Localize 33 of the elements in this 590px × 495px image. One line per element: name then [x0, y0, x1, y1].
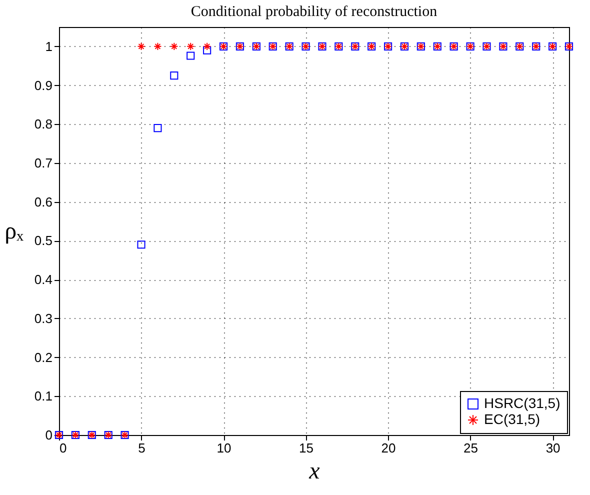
- y-tick-label: 0.9: [34, 78, 52, 93]
- y-tick-label: 0.5: [34, 233, 52, 248]
- point: [203, 46, 212, 54]
- point: [137, 240, 146, 249]
- legend-label: HSRC(31,5): [484, 395, 560, 411]
- x-tick-label: 30: [546, 440, 560, 456]
- x-tick-label: 10: [216, 440, 232, 456]
- x-tick-label: 20: [381, 440, 396, 456]
- y-tick-label: 0.1: [34, 388, 52, 404]
- y-tick-label: 0.4: [34, 272, 52, 288]
- point: [186, 52, 195, 60]
- point: [203, 42, 212, 50]
- x-axis-title: x: [308, 458, 320, 484]
- point: [170, 42, 178, 50]
- x-tick-label: 5: [138, 440, 146, 456]
- y-tick-label: 0.8: [34, 116, 52, 132]
- y-tick-label: 0.6: [34, 194, 52, 210]
- y-tick-label: 0: [45, 428, 52, 442]
- point: [186, 42, 195, 50]
- y-tick-label: 0.2: [34, 350, 52, 365]
- y-tick-label: 0.7: [34, 156, 52, 170]
- y-tick-label: 0.3: [34, 310, 52, 326]
- chart-title: Conditional probability of reconstruction: [190, 4, 438, 20]
- x-tick-label: 0: [60, 440, 67, 456]
- y-axis-title: ρₓ: [4, 218, 24, 244]
- point: [137, 42, 146, 50]
- x-tick-label: 15: [299, 440, 314, 456]
- y-tick-label: 1: [45, 38, 52, 54]
- legend-label: EC(31,5): [484, 411, 540, 427]
- point: [154, 124, 162, 132]
- point: [170, 72, 178, 80]
- x-tick-label: 25: [464, 440, 478, 456]
- point: [154, 42, 162, 50]
